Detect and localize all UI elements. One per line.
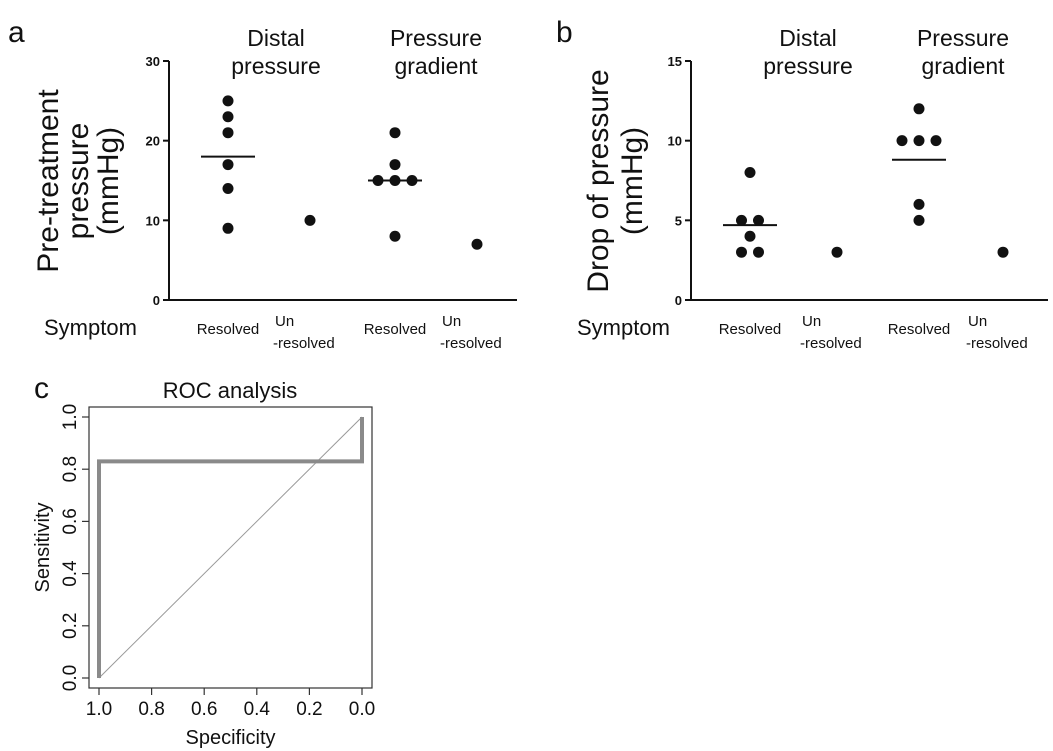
panel-c-title: ROC analysis (163, 378, 297, 403)
panel-c-x-axis-label: Specificity (185, 727, 275, 749)
panel-c-x-tick-label: 0.6 (191, 699, 217, 720)
panel-b-group-title: pressure (763, 53, 852, 79)
panel-b-row-label: Symptom (577, 315, 670, 340)
panel-b-category-label: -resolved (800, 335, 862, 352)
panel-b-y-axis-label-line: (mmHg) (616, 127, 649, 235)
panel-c-y-tick-label: 0.6 (60, 508, 81, 534)
panel-b-y-tick-label: 10 (668, 134, 682, 149)
panel-c-y-tick-label: 0.2 (60, 613, 81, 639)
panel-b-data-point (997, 246, 1009, 258)
panel-c-plot-frame (88, 406, 373, 689)
panel-b-category-label: Resolved (719, 321, 782, 338)
panel-a-data-point (389, 159, 401, 171)
panel-b-letter: b (556, 16, 573, 49)
panel-a-category-label: Un (275, 313, 294, 330)
panel-a-data-point (222, 95, 234, 107)
panel-a-data-point (222, 159, 234, 171)
panel-c-y-tick-label: 0.8 (60, 456, 81, 482)
panel-c-x-tick-label: 0.4 (244, 699, 271, 720)
panel-b-category-label: Un (802, 313, 821, 330)
panel-b-data-point (930, 135, 942, 147)
panel-b-data-point (913, 198, 925, 210)
panel-b-y-axis-label-line: Drop of pressure (582, 69, 615, 292)
panel-a-data-point (389, 230, 401, 242)
panel-a-data-point (222, 182, 234, 194)
panel-a-category-label: -resolved (440, 335, 502, 352)
panel-a-row-label: Symptom (44, 315, 137, 340)
panel-a-category-label: Resolved (197, 321, 260, 338)
panel-b-group-title: Distal (779, 25, 837, 51)
panel-a-y-axis-label-line: Pre-treatment (32, 89, 65, 273)
panel-b-data-point (913, 103, 925, 115)
panel-a-data-point (389, 127, 401, 139)
panel-a-category-label: Resolved (364, 321, 427, 338)
panel-b-data-point (753, 214, 764, 226)
panel-c-x-tick-label: 0.8 (138, 699, 164, 720)
panel-c-roc-curve (97, 417, 364, 678)
panel-c-x-tick-label: 0.2 (296, 699, 322, 720)
panel-b-group-title: gradient (921, 53, 1005, 79)
panel-c-y-tick-label: 0.0 (60, 665, 81, 691)
panel-a-y-tick-label: 0 (153, 293, 160, 308)
panel-c-letter: c (34, 372, 49, 405)
panel-a-category-label: -resolved (273, 335, 335, 352)
panel-c-y-tick-label: 0.4 (60, 560, 81, 587)
panel-a-data-point (222, 111, 234, 123)
panel-a-y-tick-label: 20 (146, 134, 160, 149)
panel-b-category-label: Un (968, 313, 987, 330)
panel-a-data-point (304, 214, 316, 226)
panel-a-y-axis-label: Pre-treatmentpressure(mmHg) (32, 89, 125, 273)
panel-a-data-point (222, 222, 234, 234)
panel-a-group-title: pressure (231, 53, 320, 79)
panel-c-x-tick-label: 0.0 (349, 699, 375, 720)
panel-a-group-title: gradient (394, 53, 478, 79)
panel-b-category-label: Resolved (888, 321, 951, 338)
panel-a-group-title: Pressure (390, 25, 482, 51)
panel-b-data-point (744, 167, 756, 179)
panel-b-data-point (736, 246, 747, 258)
panel-b-data-point (913, 214, 925, 226)
panel-b-data-point (831, 246, 843, 258)
panel-c-x-tick-label: 1.0 (86, 699, 112, 720)
panel-a-data-point (471, 238, 483, 250)
panel-a-letter: a (8, 16, 25, 49)
panel-a-y-tick-label: 30 (146, 54, 160, 69)
panel-a-category-label: Un (442, 313, 461, 330)
panel-b-y-tick-label: 5 (675, 213, 682, 228)
panel-b-data-point (736, 214, 747, 226)
panel-c-reference-line (98, 416, 363, 679)
panel-b-data-point (896, 135, 908, 147)
panel-a-y-axis-label-line: (mmHg) (92, 127, 125, 235)
panel-b-y-tick-label: 0 (675, 293, 682, 308)
panel-a-y-tick-label: 10 (146, 213, 160, 228)
panel-b-data-point (753, 246, 764, 258)
panel-b-data-point (913, 135, 925, 147)
panel-a-group-title: Distal (247, 25, 305, 51)
panel-b-y-axis-label: Drop of pressure(mmHg) (582, 69, 649, 292)
panel-b-category-label: -resolved (966, 335, 1028, 352)
panel-c-y-axis-label: Sensitivity (32, 502, 54, 592)
panel-c-y-tick-label: 1.0 (60, 404, 81, 430)
panel-b-data-point (744, 230, 756, 242)
panel-a-data-point (222, 127, 234, 139)
panel-a-y-axis-label-line: pressure (62, 123, 95, 240)
panel-b-y-tick-label: 15 (668, 54, 682, 69)
panel-b-group-title: Pressure (917, 25, 1009, 51)
